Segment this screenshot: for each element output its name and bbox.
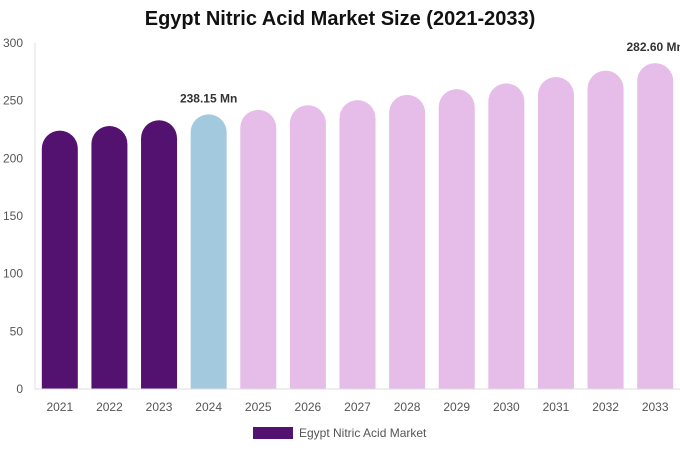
bar-2023: [141, 120, 178, 389]
bar-2031: [537, 77, 574, 389]
legend-swatch: [253, 427, 293, 439]
bar-2027: [339, 100, 376, 389]
x-tick-label: 2024: [195, 400, 222, 414]
bar-2033: [637, 63, 674, 390]
x-axis: 2021 2022 2023 2024 2025 2026 2027 2028 2029 2030…: [35, 388, 680, 414]
data-label-2024: 238.15 Mn: [180, 91, 237, 105]
bar-2025: [240, 109, 277, 389]
y-tick-label: 200: [3, 151, 23, 165]
x-tick-label: 2022: [96, 400, 123, 414]
x-tick-label: 2031: [543, 400, 570, 414]
bar-2029: [438, 89, 475, 389]
y-tick-label: 300: [3, 36, 23, 50]
legend: Egypt Nitric Acid Market: [253, 425, 426, 441]
x-tick-label: 2029: [443, 400, 470, 414]
y-tick-label: 250: [3, 94, 23, 108]
x-tick-label: 2028: [394, 400, 421, 414]
x-tick-label: 2026: [295, 400, 322, 414]
y-tick-label: 0: [16, 382, 23, 396]
bar-2028: [389, 94, 426, 389]
x-tick-label: 2025: [245, 400, 272, 414]
x-tick-label: 2021: [46, 400, 73, 414]
bars: [41, 63, 674, 390]
x-tick-label: 2030: [493, 400, 520, 414]
x-tick-label: 2032: [592, 400, 619, 414]
y-tick-label: 100: [3, 267, 23, 281]
y-tick-label: 50: [10, 324, 24, 338]
y-axis: 0 50 100 150 200 250 300: [3, 36, 36, 396]
bar-2021: [41, 130, 78, 389]
legend-label: Egypt Nitric Acid Market: [299, 426, 427, 440]
bar-2032: [587, 70, 624, 390]
bar-2030: [488, 83, 525, 389]
bar-2022: [91, 126, 128, 390]
bar-2024: [190, 114, 227, 389]
data-label-2033: 282.60 Mn: [627, 40, 680, 54]
y-tick-label: 150: [3, 209, 23, 223]
x-tick-label: 2033: [642, 400, 669, 414]
x-tick-label: 2027: [344, 400, 371, 414]
bar-2026: [289, 105, 326, 389]
chart-title: Egypt Nitric Acid Market Size (2021-2033…: [144, 8, 536, 30]
data-labels: 238.15 Mn 282.60 Mn: [180, 40, 680, 105]
x-tick-label: 2023: [146, 400, 173, 414]
